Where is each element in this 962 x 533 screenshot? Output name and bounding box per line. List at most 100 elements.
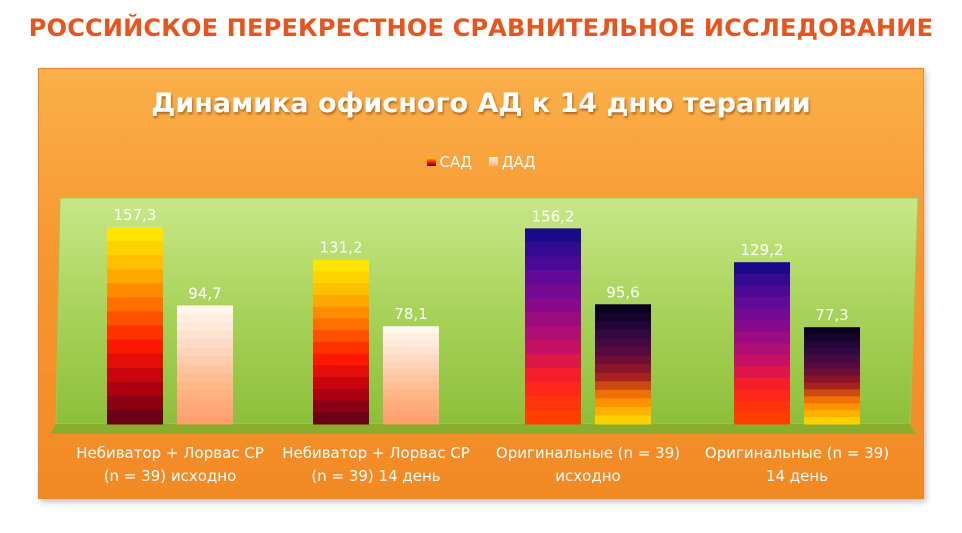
bar-segment [313,271,369,284]
bar-segment [734,377,790,390]
bar-segment [107,227,163,242]
bar-segment [107,297,163,312]
category-label-1-line-2: (n = 39) исходно [104,467,237,485]
bar-segment [383,333,439,341]
value-label-sad-3: 156,2 [532,207,575,225]
bar-segment [734,389,790,402]
bar-segment [734,354,790,367]
bar-segment [107,409,163,425]
bar-segment [177,390,233,400]
bar-segment [525,270,581,285]
bar-segment [595,355,651,365]
bar-segment [107,255,163,270]
bar-segment [313,341,369,355]
bar-segment [313,283,369,296]
bar-segment [595,304,651,314]
category-label-1-line-1: Небиватор + Лорвас СР [76,444,264,462]
bar-segment [313,400,369,413]
bar-segment [525,242,581,257]
bar-segment [525,298,581,313]
bar-segment [734,308,790,321]
bar-segment [804,375,860,384]
bar-segment [734,331,790,344]
bar-sad-3 [525,228,581,425]
bar-segment [734,273,790,286]
bar-segment [804,368,860,377]
bar-segment [313,388,369,402]
bar-segment [383,389,439,397]
legend: САД ДАД [0,152,962,171]
bar-segment [107,283,163,298]
legend-label-sad: САД [439,152,472,171]
bar-segment [595,406,651,416]
bar-segment [177,381,233,391]
legend-swatch-dad [488,157,498,166]
bar-segment [734,296,790,309]
bar-segment [107,311,163,326]
bar-segment [734,412,790,425]
bar-segment [734,343,790,356]
bar-dad-4 [804,327,860,425]
plot-area [50,197,919,434]
labels: 157,3 94,7 Небиватор + Лорвас СР (n = 39) и… [76,206,889,485]
bar-segment [804,382,860,390]
bar-segment [383,417,439,425]
bar-segment [595,312,651,322]
bar-segment [313,330,369,343]
category-label-3-line-2: исходно [555,467,620,485]
bar-segment [525,382,581,397]
bar-segment [734,366,790,379]
bar-segment [525,340,581,355]
bar-segment [804,403,860,411]
bar-segment [525,368,581,383]
bar-segment [383,354,439,362]
bar-segment [383,361,439,369]
bar-dad-2 [383,326,439,425]
bar-segment [383,403,439,411]
bar-segment [525,228,581,243]
bar-segment [177,373,233,383]
category-label-2-line-1: Небиватор + Лорвас СР [282,444,470,462]
bar-segment [525,396,581,411]
bar-segment [525,410,581,425]
bar-segment [383,340,439,348]
bar-segment [313,294,369,308]
bar-segment [595,398,651,408]
bar-segment [804,396,860,404]
bar-segment [383,326,439,334]
bar-segment [107,269,163,284]
bar-segment [804,417,860,425]
bar-segment [107,241,163,256]
bar-segment [383,368,439,376]
bar-segment [525,312,581,327]
bar-segment [525,256,581,271]
bar-segment [804,347,860,356]
bar-segment [107,339,163,355]
bar-segment [595,381,651,391]
bar-segment [804,327,860,335]
plot-floor [50,424,916,434]
bar-segment [107,381,163,397]
value-label-dad-1: 94,7 [188,284,221,302]
category-label-2-line-2: (n = 39) 14 день [311,467,440,485]
bar-segment [107,367,163,383]
bar-segment [383,410,439,418]
slide-title: РОССИЙСКОЕ ПЕРЕКРЕСТНОЕ СРАВНИТЕЛЬНОЕ ИС… [28,14,934,42]
bar-segment [383,347,439,355]
value-label-sad-4: 129,2 [741,241,784,259]
bar-sad-4 [734,262,790,425]
value-label-dad-4: 77,3 [815,306,848,324]
bar-segment [177,347,233,357]
bar-dad-3 [595,304,651,425]
bar-segment [313,377,369,390]
value-label-sad-1: 157,3 [114,206,157,224]
bars [107,227,860,425]
bar-segment [177,313,233,323]
bar-sad-1 [107,227,163,425]
bar-segment [313,306,369,319]
chart-title: Динамика офисного АД к 14 дню терапии [151,88,811,119]
bar-segment [734,285,790,298]
bar-sad-2 [313,259,369,425]
bar-segment [734,262,790,275]
legend-item-dad: ДАД [488,153,535,171]
